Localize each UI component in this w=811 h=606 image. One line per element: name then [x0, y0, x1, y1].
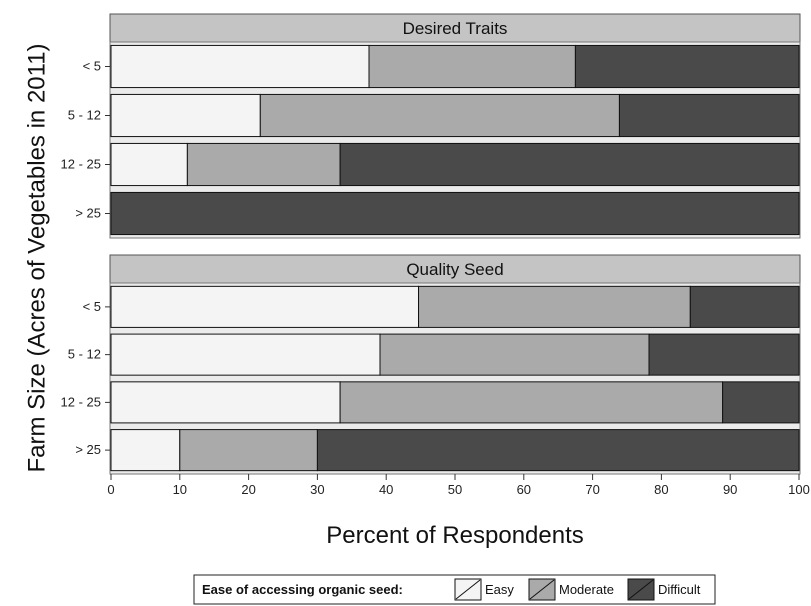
y-tick-label: 12 - 25: [61, 157, 101, 172]
x-tick-label: 0: [107, 482, 114, 497]
bar-difficult: [648, 333, 800, 376]
bar-easy: [110, 142, 188, 187]
x-axis: 0 10 20 30 40 50 60 70 80 90 100: [107, 474, 810, 497]
x-tick-label: 50: [448, 482, 462, 497]
bar-easy: [110, 44, 370, 89]
bar-moderate: [186, 142, 341, 187]
x-tick-label: 100: [788, 482, 810, 497]
panel-strip: [109, 13, 801, 43]
panel-strip: [109, 254, 801, 284]
bar-moderate: [259, 93, 620, 138]
x-axis-title: Percent of Respondents: [326, 522, 584, 549]
bar-easy: [110, 429, 181, 472]
bar-moderate: [368, 44, 576, 89]
panel-title: Desired Traits: [403, 19, 508, 38]
x-tick-label: 20: [241, 482, 255, 497]
y-tick-label: < 5: [83, 299, 101, 314]
legend-item-easy: Easy: [454, 578, 514, 601]
legend-title: Ease of accessing organic seed:: [202, 582, 403, 597]
legend: Ease of accessing organic seed: Easy Mode…: [193, 574, 716, 605]
bar-difficult: [618, 93, 800, 138]
bar-difficult: [339, 142, 800, 187]
x-tick-label: 40: [379, 482, 393, 497]
legend-label: Difficult: [658, 582, 701, 597]
y-tick-label: 5 - 12: [68, 108, 101, 123]
bar-difficult: [722, 381, 800, 424]
y-axis-title: Farm Size (Acres of Vegetables in 2011): [23, 43, 50, 472]
legend-label: Moderate: [559, 582, 614, 597]
bar-easy: [110, 93, 261, 138]
y-tick-label: 5 - 12: [68, 347, 101, 362]
bar-difficult: [574, 44, 800, 89]
x-tick-label: 80: [654, 482, 668, 497]
x-tick-label: 70: [585, 482, 599, 497]
legend-item-difficult: Difficult: [627, 578, 701, 601]
y-tick-label: > 25: [75, 442, 101, 457]
legend-label: Easy: [485, 582, 514, 597]
bar-difficult: [689, 285, 800, 328]
x-tick-label: 10: [173, 482, 187, 497]
bar-easy: [110, 381, 341, 424]
bar-moderate: [379, 333, 650, 376]
x-tick-label: 60: [517, 482, 531, 497]
legend-item-moderate: Moderate: [528, 578, 614, 601]
bar-moderate: [339, 381, 724, 424]
bar-difficult: [316, 429, 800, 472]
y-tick-label: > 25: [75, 206, 101, 221]
bar-moderate: [179, 429, 318, 472]
panel-desired-traits: Desired Traits < 5 5 - 12 12 - 25 > 25: [61, 13, 801, 239]
x-tick-label: 30: [310, 482, 324, 497]
x-tick-label: 90: [723, 482, 737, 497]
panel-title: Quality Seed: [406, 260, 503, 279]
bar-easy: [110, 285, 420, 328]
bar-easy: [110, 333, 381, 376]
bar-difficult: [110, 191, 800, 236]
y-tick-label: 12 - 25: [61, 394, 101, 409]
y-tick-label: < 5: [83, 59, 101, 74]
panel-quality-seed: Quality Seed < 5 5 - 12 12 - 25 > 25: [61, 254, 801, 475]
bar-moderate: [418, 285, 691, 328]
